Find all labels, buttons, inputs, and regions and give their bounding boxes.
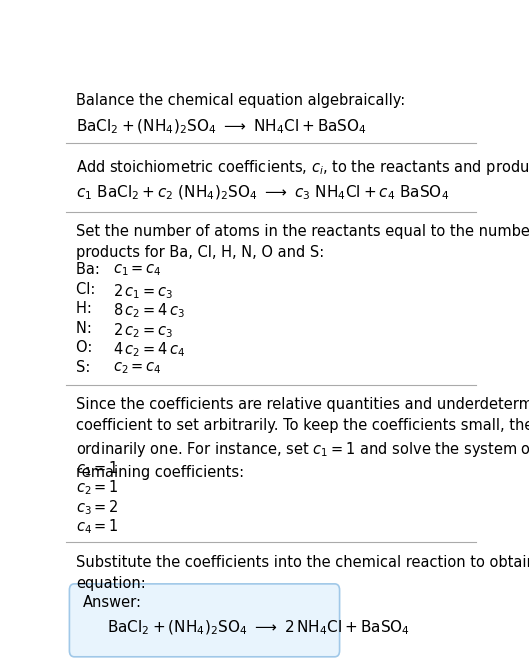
Text: $c_4 = 1$: $c_4 = 1$ [76, 518, 119, 536]
Text: $\mathrm{BaCl_2 + (NH_4)_2SO_4 \ \longrightarrow \ NH_4Cl + BaSO_4}$: $\mathrm{BaCl_2 + (NH_4)_2SO_4 \ \longri… [76, 117, 367, 136]
Text: $2\,c_2 = c_3$: $2\,c_2 = c_3$ [113, 321, 174, 340]
Text: O:: O: [76, 340, 97, 356]
Text: $c_1 = c_4$: $c_1 = c_4$ [113, 262, 162, 278]
Text: Answer:: Answer: [84, 595, 142, 610]
Text: Ba:: Ba: [76, 262, 105, 277]
Text: S:: S: [76, 360, 95, 375]
FancyBboxPatch shape [69, 584, 340, 657]
Text: $c_2 = c_4$: $c_2 = c_4$ [113, 360, 162, 376]
Text: $c_1\ \mathrm{BaCl_2} + c_2\ \mathrm{(NH_4)_2SO_4} \ \longrightarrow \ c_3\ \mat: $c_1\ \mathrm{BaCl_2} + c_2\ \mathrm{(NH… [76, 183, 450, 201]
Text: Substitute the coefficients into the chemical reaction to obtain the balanced
eq: Substitute the coefficients into the che… [76, 555, 529, 591]
Text: $c_1 = 1$: $c_1 = 1$ [76, 459, 119, 478]
Text: $8\,c_2 = 4\,c_3$: $8\,c_2 = 4\,c_3$ [113, 301, 185, 320]
Text: N:: N: [76, 321, 97, 336]
Text: Cl:: Cl: [76, 282, 101, 297]
Text: $4\,c_2 = 4\,c_4$: $4\,c_2 = 4\,c_4$ [113, 340, 186, 359]
Text: $c_2 = 1$: $c_2 = 1$ [76, 479, 119, 498]
Text: $c_3 = 2$: $c_3 = 2$ [76, 498, 119, 517]
Text: Set the number of atoms in the reactants equal to the number of atoms in the
pro: Set the number of atoms in the reactants… [76, 224, 529, 260]
Text: $2\,c_1 = c_3$: $2\,c_1 = c_3$ [113, 282, 174, 301]
Text: Since the coefficients are relative quantities and underdetermined, choose a
coe: Since the coefficients are relative quan… [76, 398, 529, 480]
Text: Balance the chemical equation algebraically:: Balance the chemical equation algebraica… [76, 93, 406, 108]
Text: H:: H: [76, 301, 97, 316]
Text: $\mathrm{BaCl_2 + (NH_4)_2SO_4 \ \longrightarrow \ 2\,NH_4Cl + BaSO_4}$: $\mathrm{BaCl_2 + (NH_4)_2SO_4 \ \longri… [107, 618, 410, 637]
Text: Add stoichiometric coefficients, $c_i$, to the reactants and products:: Add stoichiometric coefficients, $c_i$, … [76, 157, 529, 177]
